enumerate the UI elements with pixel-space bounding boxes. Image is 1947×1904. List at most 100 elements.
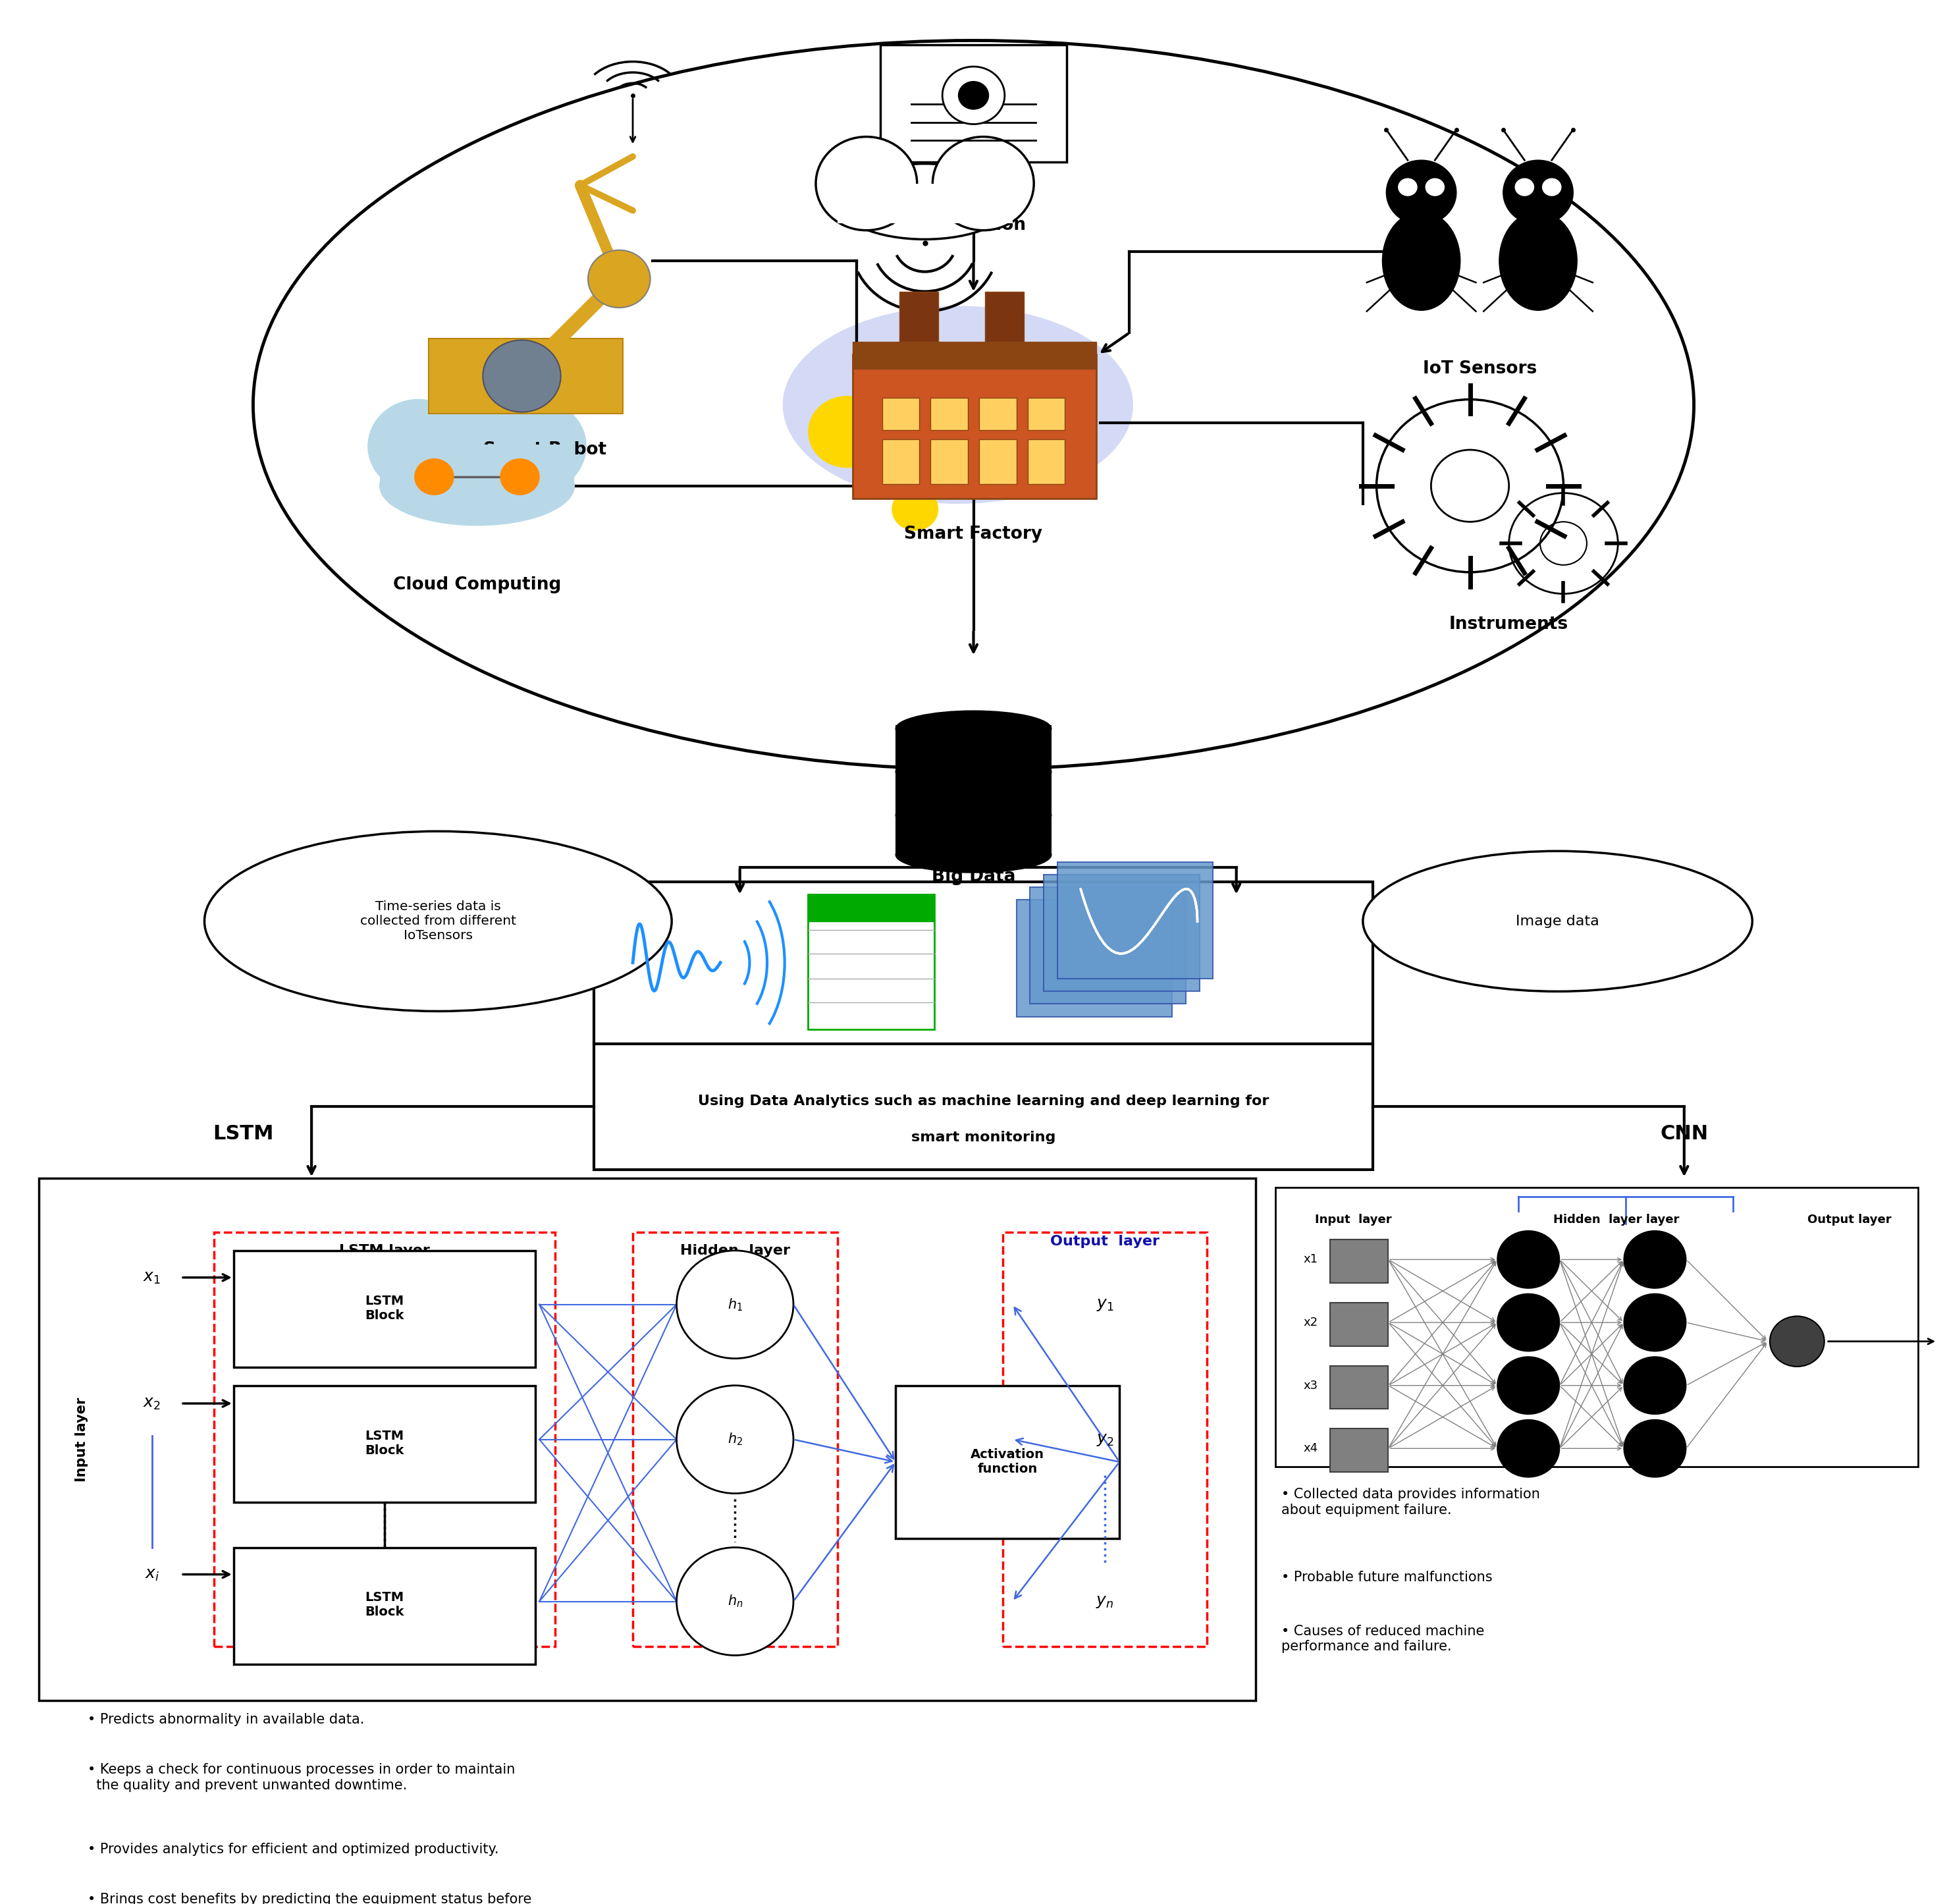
Bar	[234, 1251, 535, 1367]
Text: $x_1$: $x_1$	[142, 1270, 162, 1285]
Text: $x_i$: $x_i$	[144, 1567, 160, 1582]
Bar	[896, 725, 1051, 769]
Circle shape	[1386, 160, 1456, 225]
Bar	[1044, 874, 1199, 992]
Bar	[1003, 1232, 1207, 1647]
Ellipse shape	[896, 836, 1051, 872]
Bar	[1016, 901, 1172, 1017]
Circle shape	[1497, 1358, 1560, 1415]
Circle shape	[678, 1386, 794, 1493]
Text: x4: x4	[1304, 1443, 1318, 1455]
Circle shape	[1770, 1316, 1824, 1367]
Circle shape	[1624, 1358, 1686, 1415]
Bar	[931, 398, 968, 430]
Circle shape	[942, 67, 1005, 124]
Bar	[900, 291, 938, 343]
Circle shape	[1425, 179, 1445, 196]
Circle shape	[1515, 179, 1534, 196]
Text: Image data: Image data	[1517, 914, 1598, 927]
Text: Activation
function: Activation function	[972, 1449, 1044, 1476]
Circle shape	[1624, 1420, 1686, 1478]
Bar	[896, 811, 1051, 855]
Circle shape	[1503, 160, 1573, 225]
Text: Input layer: Input layer	[76, 1398, 88, 1481]
Bar	[1057, 863, 1213, 979]
Bar	[1330, 1365, 1388, 1409]
Bar	[1275, 1188, 1918, 1466]
Ellipse shape	[837, 164, 1012, 240]
Circle shape	[415, 459, 454, 495]
Bar	[1028, 440, 1065, 484]
Ellipse shape	[1363, 851, 1752, 992]
Circle shape	[1497, 1230, 1560, 1289]
Text: x2: x2	[1304, 1316, 1318, 1329]
Text: $h_n$: $h_n$	[728, 1594, 742, 1609]
Circle shape	[368, 400, 469, 493]
Text: x1: x1	[1304, 1253, 1318, 1266]
Bar	[1028, 398, 1065, 430]
Text: Input  layer: Input layer	[1314, 1215, 1392, 1226]
Ellipse shape	[1499, 211, 1577, 310]
Text: • Predicts abnormality in available data.: • Predicts abnormality in available data…	[88, 1714, 364, 1727]
Circle shape	[422, 381, 532, 482]
Text: Using Data Analytics such as machine learning and deep learning for: Using Data Analytics such as machine lea…	[697, 1095, 1269, 1108]
Circle shape	[958, 82, 989, 110]
Bar	[380, 444, 574, 489]
Ellipse shape	[896, 710, 1051, 746]
Circle shape	[1497, 1420, 1560, 1478]
Text: Simulation: Simulation	[921, 217, 1026, 234]
Text: Hidden  layer: Hidden layer	[680, 1243, 790, 1257]
Text: Smart Robot: Smart Robot	[483, 442, 607, 459]
Text: $y_1$: $y_1$	[1096, 1297, 1114, 1312]
Bar	[837, 183, 1012, 223]
Bar	[853, 354, 1096, 499]
Ellipse shape	[1382, 211, 1460, 310]
Circle shape	[808, 396, 886, 468]
Bar	[214, 1232, 555, 1647]
Text: $y_n$: $y_n$	[1096, 1594, 1114, 1609]
Text: Output layer: Output layer	[1807, 1215, 1892, 1226]
Bar	[880, 46, 1067, 162]
Circle shape	[1542, 179, 1561, 196]
Circle shape	[816, 137, 917, 230]
Text: • Provides analytics for efficient and optimized productivity.: • Provides analytics for efficient and o…	[88, 1843, 498, 1856]
Text: LSTM
Block: LSTM Block	[364, 1592, 405, 1618]
Text: • Brings cost benefits by predicting the equipment status before
  it reaches a : • Brings cost benefits by predicting the…	[88, 1893, 532, 1904]
Bar	[853, 343, 1096, 369]
Bar	[1330, 1302, 1388, 1346]
Text: • Probable future malfunctions: • Probable future malfunctions	[1281, 1571, 1491, 1584]
Text: • Causes of reduced machine
performance and failure.: • Causes of reduced machine performance …	[1281, 1624, 1484, 1653]
Text: x3: x3	[1304, 1380, 1318, 1392]
Text: LSTM
Block: LSTM Block	[364, 1295, 405, 1321]
Circle shape	[933, 137, 1034, 230]
Circle shape	[485, 400, 586, 493]
Bar	[234, 1386, 535, 1502]
Bar	[234, 1548, 535, 1664]
Circle shape	[1497, 1293, 1560, 1352]
Ellipse shape	[783, 307, 1133, 505]
Bar	[985, 291, 1024, 343]
Text: $h_1$: $h_1$	[728, 1297, 742, 1312]
Text: $h_2$: $h_2$	[728, 1432, 742, 1447]
Bar	[1030, 887, 1186, 1003]
Bar	[896, 1386, 1120, 1538]
Ellipse shape	[380, 446, 574, 526]
Text: smart monitoring: smart monitoring	[911, 1131, 1055, 1144]
Bar	[1330, 1428, 1388, 1472]
Ellipse shape	[253, 40, 1694, 769]
Bar	[979, 398, 1016, 430]
Circle shape	[678, 1548, 794, 1655]
Circle shape	[1624, 1230, 1686, 1289]
Text: IoT Sensors: IoT Sensors	[1423, 360, 1536, 377]
Circle shape	[483, 341, 561, 411]
Bar	[882, 440, 919, 484]
Ellipse shape	[204, 832, 672, 1011]
Bar	[882, 398, 919, 430]
Text: Smart Factory: Smart Factory	[903, 526, 1044, 543]
Text: $x_2$: $x_2$	[142, 1396, 162, 1411]
Bar	[594, 882, 1373, 1043]
Bar	[633, 1232, 837, 1647]
Text: Time-series data is
collected from different
IoTsensors: Time-series data is collected from diffe…	[360, 901, 516, 942]
Text: Instruments: Instruments	[1449, 615, 1569, 632]
Text: Hidden  layer layer: Hidden layer layer	[1554, 1215, 1678, 1226]
